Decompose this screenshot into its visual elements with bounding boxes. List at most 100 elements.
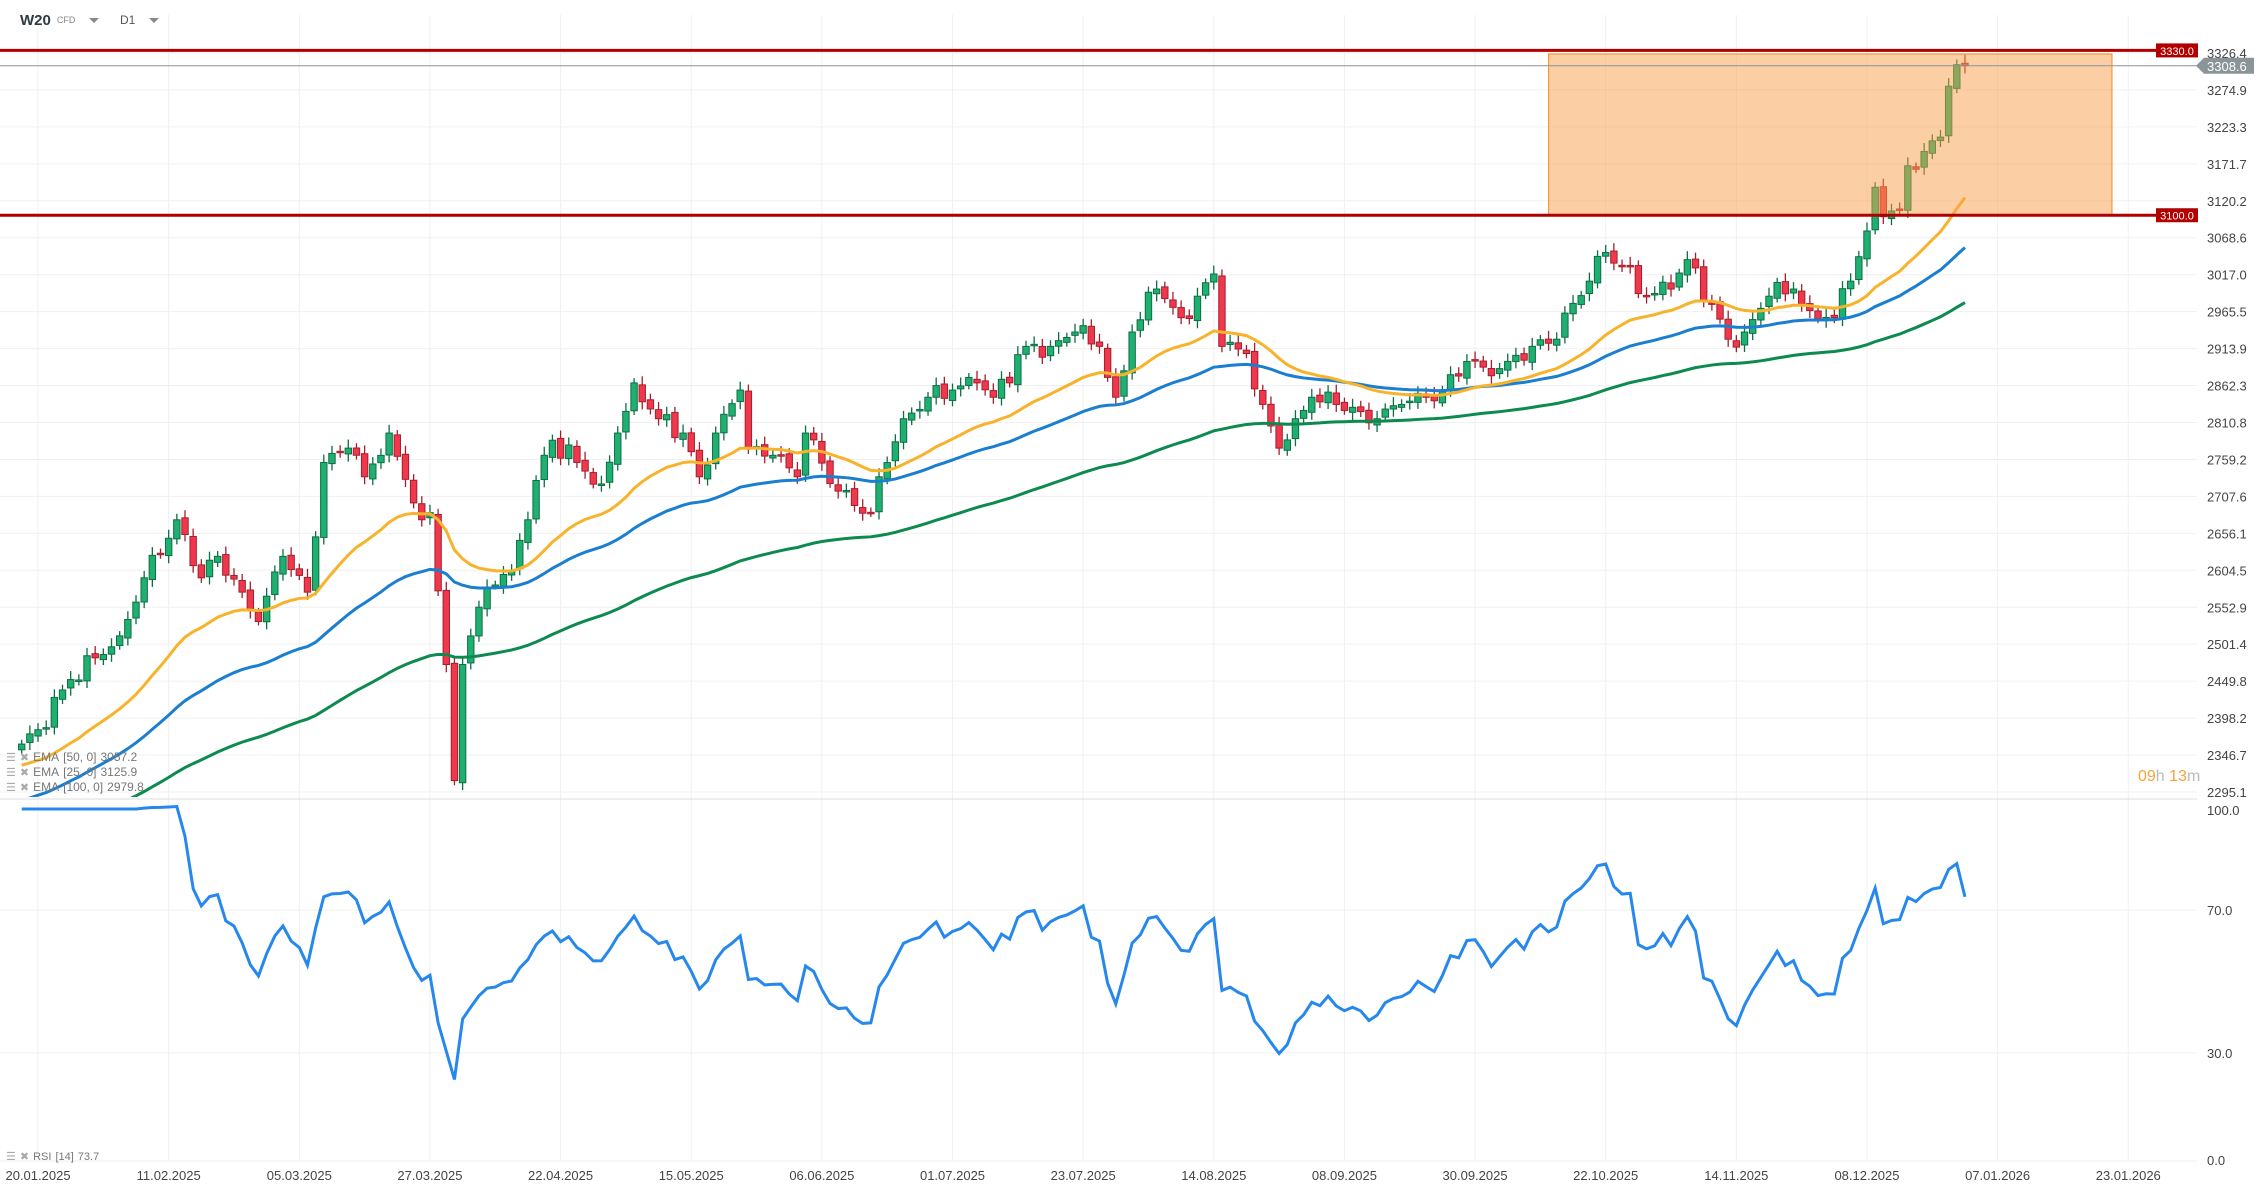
candle-up xyxy=(1406,400,1414,404)
price-tick-label: 2862.3 xyxy=(2207,379,2247,394)
candle-down xyxy=(1005,376,1014,384)
candle-up xyxy=(1855,256,1863,281)
candle-down xyxy=(744,390,753,449)
legend-rsi[interactable]: ☰ ✖ RSI [14] 73.7 xyxy=(6,1150,100,1164)
date-tick-label: 05.03.2025 xyxy=(267,1168,332,1183)
price-tick-label: 2449.8 xyxy=(2207,674,2247,689)
date-tick-label: 23.07.2025 xyxy=(1051,1168,1116,1183)
candle-down xyxy=(671,412,679,439)
settings-icon[interactable]: ☰ xyxy=(6,781,16,794)
candle-up xyxy=(213,555,222,563)
price-tick-label: 2656.1 xyxy=(2207,526,2247,541)
candle-up xyxy=(1120,370,1128,397)
candle-down xyxy=(654,409,663,420)
settings-icon[interactable]: ☰ xyxy=(6,766,16,779)
candle-up xyxy=(1593,255,1602,284)
candle-up xyxy=(965,376,973,386)
candle-down xyxy=(1234,342,1242,350)
candle-up xyxy=(1226,341,1234,345)
candle-up xyxy=(34,729,42,737)
candle-up xyxy=(385,432,393,456)
candle-down xyxy=(1161,286,1169,300)
candle-up xyxy=(132,601,140,619)
candle-up xyxy=(597,483,606,486)
candle-up xyxy=(948,389,957,401)
candle-down xyxy=(940,383,949,399)
candle-down xyxy=(1177,307,1185,319)
legend-ema25[interactable]: ☰ ✖ EMA [25, 0] 3125.9 xyxy=(6,765,137,779)
candle-down xyxy=(1544,338,1553,344)
price-tick-label: 3017.0 xyxy=(2207,268,2247,283)
price-tick-label: 2501.4 xyxy=(2207,637,2247,652)
close-icon[interactable]: ✖ xyxy=(19,751,30,764)
candle-down xyxy=(393,434,401,457)
candle-up xyxy=(924,396,932,412)
timeframe-selector[interactable]: D1 xyxy=(120,8,160,32)
candle-down xyxy=(573,445,581,463)
candle-down xyxy=(638,384,646,403)
candle-up xyxy=(107,646,116,655)
candle-down xyxy=(442,589,450,666)
legend-ema50[interactable]: ☰ ✖ EMA [50, 0] 3057.2 xyxy=(6,750,137,764)
candle-up xyxy=(1014,354,1022,386)
legend-ema100[interactable]: ☰ ✖ EMA [100, 0] 2979.8 xyxy=(6,780,144,794)
candle-down xyxy=(1357,406,1365,413)
candle-down xyxy=(360,453,369,478)
candle-down xyxy=(1332,392,1340,405)
candle-down xyxy=(246,589,255,612)
candle-up xyxy=(1495,368,1504,375)
candle-up xyxy=(458,664,467,784)
candle-up xyxy=(524,519,532,543)
date-tick-label: 22.10.2025 xyxy=(1573,1168,1638,1183)
candle-up xyxy=(875,476,883,513)
indicator-value: 73.7 xyxy=(77,1150,100,1163)
price-tick-label: 2913.9 xyxy=(2207,342,2247,357)
candle-up xyxy=(1348,406,1357,413)
candle-down xyxy=(295,568,304,576)
current-price-label: 3308.6 xyxy=(2207,59,2247,74)
candle-down xyxy=(1724,318,1732,340)
candle-up xyxy=(467,635,475,664)
close-icon[interactable]: ✖ xyxy=(19,766,30,779)
price-tick-label: 2346.7 xyxy=(2207,748,2247,763)
date-tick-label: 14.11.2025 xyxy=(1704,1168,1768,1183)
candle-down xyxy=(1112,376,1120,398)
candle-down xyxy=(1250,350,1259,390)
candle-up xyxy=(1863,230,1871,260)
candle-up xyxy=(369,463,377,480)
candle-up xyxy=(532,479,540,520)
candle-down xyxy=(1185,315,1193,320)
candle-up xyxy=(1659,281,1667,295)
indicator-params: [100, 0] xyxy=(63,780,104,794)
candle-up xyxy=(1046,345,1055,357)
close-icon[interactable]: ✖ xyxy=(19,781,30,794)
candle-up xyxy=(1577,295,1585,305)
candle-down xyxy=(352,447,361,456)
rsi-tick-label: 0.0 xyxy=(2207,1153,2225,1168)
indicator-value: 3057.2 xyxy=(100,750,138,764)
settings-icon[interactable]: ☰ xyxy=(6,751,16,764)
candle-down xyxy=(189,535,197,567)
candle-up xyxy=(1210,273,1218,283)
candle-up xyxy=(548,439,557,458)
candle-up xyxy=(1463,360,1471,379)
settings-icon[interactable]: ☰ xyxy=(6,1151,16,1163)
candle-down xyxy=(1038,345,1047,358)
candle-down xyxy=(834,484,842,492)
candle-up xyxy=(124,619,132,639)
candle-down xyxy=(409,479,418,504)
price-tick-label: 2552.9 xyxy=(2207,600,2247,615)
candle-up xyxy=(1201,282,1210,296)
candle-up xyxy=(728,403,736,417)
indicator-value: 3125.9 xyxy=(100,765,138,779)
price-tick-label: 2398.2 xyxy=(2207,711,2247,726)
candle-down xyxy=(254,611,263,623)
candle-down xyxy=(589,472,597,485)
candle-up xyxy=(663,414,671,421)
candle-down xyxy=(1169,299,1177,308)
symbol-type: CFD xyxy=(56,15,76,25)
close-icon[interactable]: ✖ xyxy=(19,1151,30,1163)
candle-up xyxy=(1022,345,1030,355)
symbol-selector[interactable]: W20 CFD xyxy=(20,8,100,32)
